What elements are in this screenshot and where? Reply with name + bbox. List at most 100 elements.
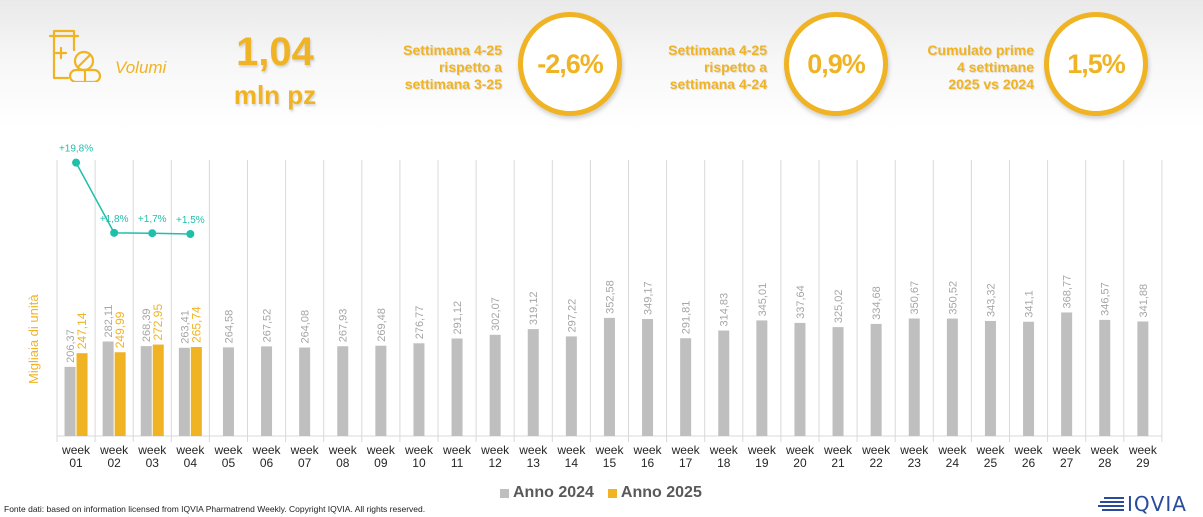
growth-point xyxy=(110,228,119,237)
stat-value: 0,9% xyxy=(807,48,866,79)
x-tick-label: week xyxy=(709,443,739,457)
legend-item-2024: Anno 2024 xyxy=(500,484,594,502)
bar-2024-week-28 xyxy=(1099,319,1111,436)
x-tick-label: 26 xyxy=(1022,456,1036,470)
data-label-2024: 352,58 xyxy=(604,280,616,314)
legend-swatch-2024 xyxy=(500,488,509,498)
data-label-2024: 334,68 xyxy=(871,286,883,320)
data-label-2024: 267,93 xyxy=(338,309,350,343)
stat-label-line: Settimana 4-25 xyxy=(403,42,502,58)
x-tick-label: 22 xyxy=(869,456,883,470)
data-label-2024: 325,02 xyxy=(833,289,845,323)
x-tick-label: week xyxy=(1128,443,1158,457)
data-label-2024: 267,52 xyxy=(262,309,274,343)
x-tick-label: week xyxy=(671,443,701,457)
bar-2024-week-06 xyxy=(261,346,273,436)
bar-2025-week-04 xyxy=(190,346,202,436)
growth-point xyxy=(186,230,195,238)
bar-2024-week-19 xyxy=(756,320,768,436)
bar-2024-week-26 xyxy=(1023,321,1035,436)
x-tick-label: 05 xyxy=(222,456,236,470)
bar-2024-week-09 xyxy=(375,345,387,436)
x-tick-label: week xyxy=(1052,443,1082,457)
x-tick-label: week xyxy=(747,443,777,457)
x-tick-label: 18 xyxy=(717,456,731,470)
x-tick-label: 08 xyxy=(336,456,350,470)
bar-2024-week-29 xyxy=(1137,321,1149,436)
growth-label: +1,7% xyxy=(138,214,167,225)
bar-2024-week-25 xyxy=(984,320,996,436)
growth-label: +19,8% xyxy=(59,144,93,155)
bar-2024-week-03 xyxy=(140,346,152,436)
data-label-2025: 249,99 xyxy=(113,311,127,348)
bar-2024-week-23 xyxy=(908,318,920,436)
x-tick-label: 03 xyxy=(146,456,160,470)
data-label-2024: 350,52 xyxy=(947,281,959,315)
stat-label-line: rispetto a xyxy=(703,59,767,75)
x-tick-label: 06 xyxy=(260,456,274,470)
x-tick-label: week xyxy=(633,443,663,457)
data-label-2024: 264,08 xyxy=(300,310,312,344)
x-tick-label: week xyxy=(823,443,853,457)
x-tick-label: week xyxy=(252,443,282,457)
x-tick-label: week xyxy=(1090,443,1120,457)
bar-2025-week-01 xyxy=(76,353,88,436)
data-label-2024: 319,12 xyxy=(528,291,540,325)
stat-label-line: 4 settimane xyxy=(956,59,1034,75)
data-label-2025: 265,74 xyxy=(189,306,203,343)
stat-label-cumulative: Cumulato prime 4 settimane 2025 vs 2024 xyxy=(910,42,1034,93)
x-tick-label: 12 xyxy=(488,456,502,470)
x-tick-label: week xyxy=(290,443,320,457)
x-tick-label: 24 xyxy=(946,456,960,470)
bar-2024-week-07 xyxy=(299,347,311,436)
stat-circle-week-vs-prev-week: -2,6% xyxy=(518,12,622,116)
x-tick-label: week xyxy=(556,443,586,457)
kpi-value: 1,04 xyxy=(236,30,314,74)
data-label-2024: 314,83 xyxy=(719,293,731,327)
data-label-2024: 343,32 xyxy=(985,283,997,317)
bar-2024-week-04 xyxy=(178,347,190,436)
x-tick-label: 21 xyxy=(831,456,845,470)
stat-label-line: settimana 4-24 xyxy=(669,76,767,92)
legend-label: Anno 2025 xyxy=(620,484,702,501)
bar-2024-week-15 xyxy=(603,317,615,436)
growth-label: +1,5% xyxy=(176,215,205,226)
data-label-2024: 268,39 xyxy=(141,308,153,342)
x-tick-label: 04 xyxy=(184,456,198,470)
x-tick-label: 01 xyxy=(69,456,83,470)
x-tick-label: 02 xyxy=(107,456,121,470)
x-tick-label: week xyxy=(328,443,358,457)
stat-value: 1,5% xyxy=(1067,48,1126,79)
x-tick-label: week xyxy=(785,443,815,457)
x-tick-label: 17 xyxy=(679,456,693,470)
x-tick-label: week xyxy=(861,443,891,457)
stat-label-line: 2025 vs 2024 xyxy=(948,76,1034,92)
x-tick-label: 20 xyxy=(793,456,807,470)
bar-2024-week-18 xyxy=(718,330,730,436)
data-label-2024: 341,1 xyxy=(1024,290,1036,318)
bar-2024-week-10 xyxy=(413,343,425,436)
bar-2024-week-24 xyxy=(946,318,958,436)
x-tick-label: 09 xyxy=(374,456,388,470)
bar-2024-week-21 xyxy=(832,327,844,436)
stat-label-line: settimana 3-25 xyxy=(404,76,502,92)
bar-2024-week-08 xyxy=(337,346,349,436)
chart-legend: Anno 2024 Anno 2025 xyxy=(500,484,702,502)
data-label-2024: 263,41 xyxy=(179,310,191,344)
bar-2025-week-03 xyxy=(152,344,164,436)
legend-label: Anno 2024 xyxy=(513,484,594,501)
data-label-2024: 291,12 xyxy=(452,301,464,335)
stat-circle-cumulative: 1,5% xyxy=(1044,12,1148,116)
growth-line xyxy=(75,162,191,235)
bar-2024-week-13 xyxy=(527,329,539,436)
x-tick-label: week xyxy=(175,443,205,457)
x-tick-label: 16 xyxy=(641,456,655,470)
bar-2024-week-01 xyxy=(64,366,76,436)
data-source-note: Fonte dati: based on information license… xyxy=(4,504,426,514)
data-label-2024: 291,81 xyxy=(681,301,693,335)
stat-label-line: Cumulato prime xyxy=(927,42,1034,58)
data-label-2024: 350,67 xyxy=(909,281,921,315)
bar-2024-week-16 xyxy=(642,319,654,436)
legend-swatch-2025 xyxy=(607,488,617,498)
data-label-2024: 297,22 xyxy=(566,299,578,333)
